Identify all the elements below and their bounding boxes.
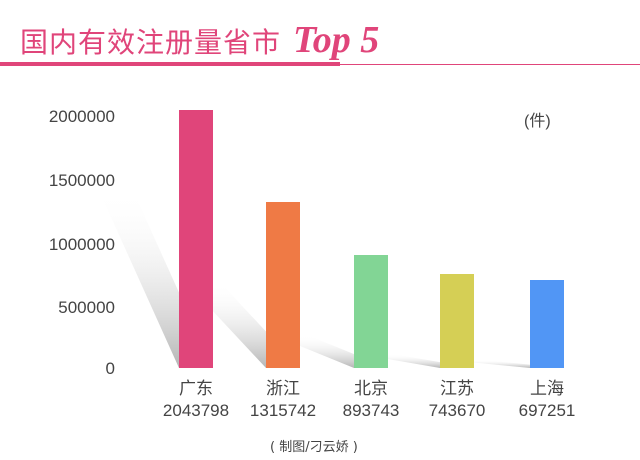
category-label: 江苏 <box>440 379 474 399</box>
chart-title: 国内有效注册量省市 Top 5 <box>20 18 379 61</box>
bar-3 <box>440 274 474 368</box>
category-label: 北京 <box>354 379 388 399</box>
value-label: 893743 <box>342 401 400 420</box>
y-tick-2000000: 2000000 <box>48 107 115 126</box>
value-label: 743670 <box>428 401 486 420</box>
y-tick-0: 0 <box>105 359 115 378</box>
y-tick-1000000: 1000000 <box>48 235 115 254</box>
category-label: 上海 <box>530 379 564 399</box>
bar-0 <box>179 110 213 368</box>
value-label: 2043798 <box>162 401 230 420</box>
category-label: 浙江 <box>266 379 300 399</box>
bar-1 <box>266 202 300 368</box>
y-tick-500000: 500000 <box>58 298 115 317</box>
bar-2 <box>354 255 388 368</box>
value-label: 697251 <box>518 401 576 420</box>
credit-note: ( 制图/刁云娇 ) <box>270 440 358 455</box>
bar-4 <box>530 280 564 368</box>
value-label: 1315742 <box>249 401 317 420</box>
title-underline-thin <box>340 64 640 65</box>
category-label: 广东 <box>179 379 213 399</box>
unit-label: (件) <box>524 113 551 130</box>
y-tick-1500000: 1500000 <box>48 171 115 190</box>
title-underline-thick <box>0 62 340 66</box>
title-english: Top 5 <box>293 19 380 61</box>
title-chinese: 国内有效注册量省市 <box>20 26 282 59</box>
